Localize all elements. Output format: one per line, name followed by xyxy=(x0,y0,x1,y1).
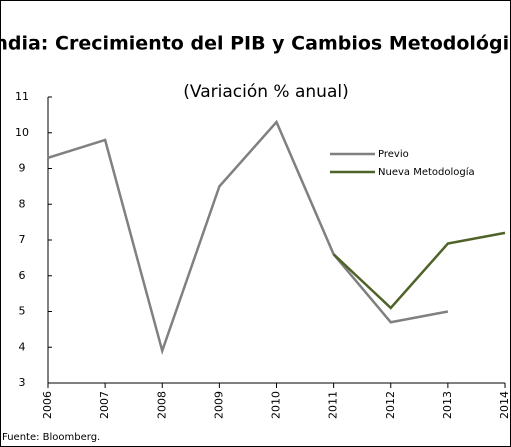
legend-label: Nueva Metodología xyxy=(378,166,475,178)
y-tick-label: 7 xyxy=(19,233,26,246)
y-tick-label: 9 xyxy=(19,162,26,175)
y-tick-label: 3 xyxy=(19,376,26,389)
x-tick-label: 2010 xyxy=(270,391,283,419)
x-tick-label: 2006 xyxy=(41,391,54,419)
x-tick-label: 2009 xyxy=(212,391,225,419)
x-tick-label: 2007 xyxy=(98,391,111,419)
x-tick-label: 2013 xyxy=(441,391,454,419)
x-tick-label: 2012 xyxy=(384,391,397,419)
chart-subtitle: (Variación % anual) xyxy=(183,82,348,102)
y-tick-label: 8 xyxy=(19,197,26,210)
x-tick-label: 2014 xyxy=(498,391,511,419)
y-tick-label: 5 xyxy=(19,305,26,318)
chart-title: India: Crecimiento del PIB y Cambios Met… xyxy=(0,33,511,55)
source: Fuente: Bloomberg. xyxy=(2,432,100,443)
series-line xyxy=(332,231,506,310)
y-tick-label: 10 xyxy=(15,126,29,139)
y-tick-label: 11 xyxy=(15,90,29,103)
y-tick-label: 4 xyxy=(19,340,26,353)
x-tick-label: 2011 xyxy=(327,391,340,419)
y-tick-label: 6 xyxy=(19,269,26,282)
series-line xyxy=(47,119,449,356)
x-tick-label: 2008 xyxy=(155,391,168,419)
legend-label: Previo xyxy=(378,149,409,160)
